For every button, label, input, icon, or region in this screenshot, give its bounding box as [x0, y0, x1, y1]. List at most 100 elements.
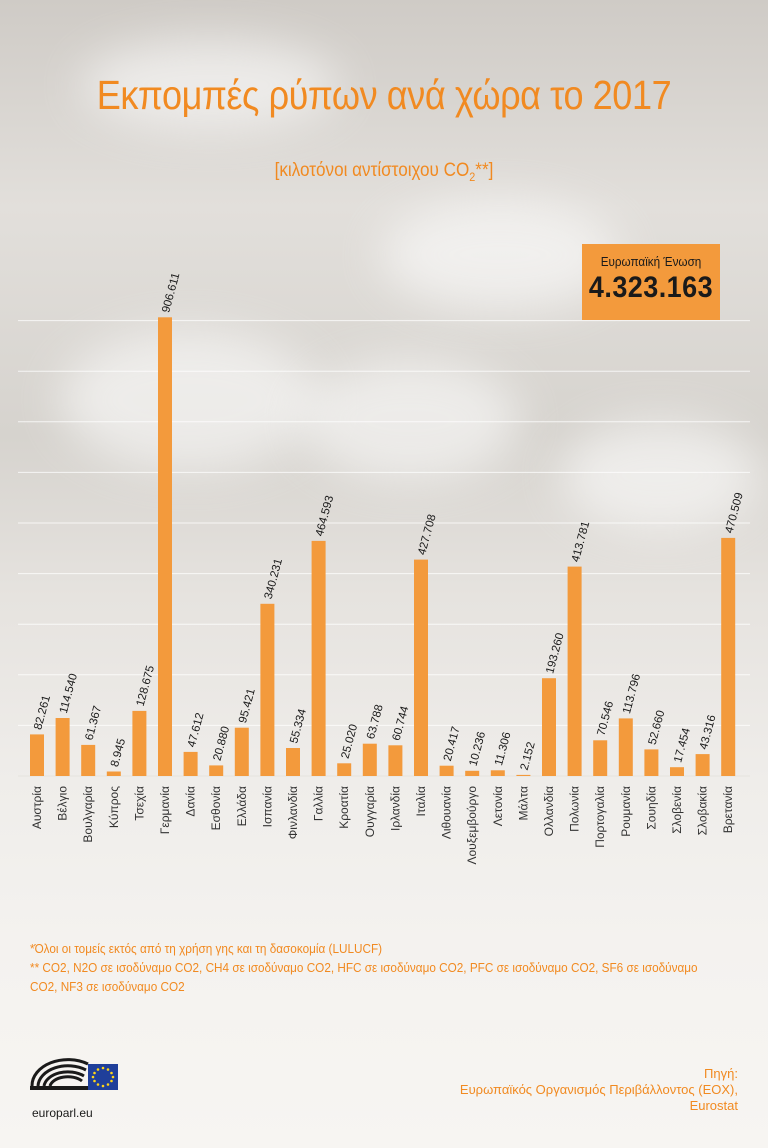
bar-13: [362, 743, 377, 776]
category-label-17: Λουξεμβούργο: [465, 786, 479, 865]
bar-7: [209, 765, 224, 776]
category-label-12: Κροατία: [337, 786, 351, 829]
category-label-9: Ισπανία: [260, 786, 274, 827]
value-label-10: 55.334: [288, 707, 309, 745]
bar-6: [183, 751, 198, 776]
cloud-decoration: [80, 40, 340, 130]
bar-8: [234, 727, 249, 776]
category-label-0: Αυστρία: [30, 786, 44, 829]
value-label-26: 43.316: [698, 714, 719, 751]
eu-total-label: Ευρωπαϊκή Ένωση: [600, 254, 702, 269]
bar-27: [721, 537, 736, 776]
value-label-20: 193.260: [544, 632, 566, 675]
value-label-3: 8.945: [109, 737, 128, 768]
value-label-9: 340.231: [263, 557, 285, 600]
bar-1: [55, 718, 70, 776]
value-label-16: 20.417: [442, 725, 463, 762]
subtitle-text: [κιλοτόνοι αντίστοιχου CO: [274, 160, 470, 181]
chart-bars: [30, 317, 736, 776]
category-label-18: Λετονία: [491, 786, 505, 826]
bar-16: [439, 765, 454, 776]
eu-total-value: 4.323.163: [588, 271, 714, 304]
bar-4: [132, 710, 147, 776]
source-credit: Πηγή: Ευρωπαϊκός Οργανισμός Περιβάλλοντο…: [460, 1066, 738, 1114]
source-name-2: Eurostat: [689, 1098, 738, 1113]
value-label-25: 17.454: [672, 726, 693, 764]
chart-value-labels: 82.261 114.54061.3678.945128.675906.61147…: [32, 272, 746, 772]
bar-11: [311, 540, 326, 776]
bar-19: [516, 774, 531, 776]
value-label-11: 464.593: [314, 494, 336, 537]
category-label-14: Ιρλανδία: [388, 786, 402, 831]
category-label-22: Πορτογαλία: [593, 786, 607, 848]
category-label-5: Γερμανία: [158, 786, 172, 834]
value-label-14: 60.744: [391, 704, 412, 742]
value-label-4: 128.675: [135, 664, 157, 707]
value-label-5: 906.611: [160, 272, 182, 314]
category-label-19: Μάλτα: [516, 786, 530, 821]
category-label-13: Ουγγαρία: [363, 786, 377, 837]
source-name: Ευρωπαϊκός Οργανισμός Περιβάλλοντος (ΕΟΧ…: [459, 1082, 738, 1097]
category-label-4: Τσεχία: [132, 786, 146, 821]
value-label-12: 25.020: [340, 723, 361, 760]
bar-25: [670, 767, 684, 776]
category-label-15: Ιταλία: [414, 786, 428, 817]
category-label-24: Σουηδία: [644, 786, 658, 830]
category-label-21: Πολωνία: [568, 786, 582, 832]
bar-9: [260, 603, 275, 776]
value-label-1: 114.540: [58, 672, 80, 714]
category-label-11: Γαλλία: [312, 786, 326, 821]
page-subtitle: [κιλοτόνοι αντίστοιχου CO2**]: [38, 160, 729, 184]
category-label-10: Φινλανδία: [286, 786, 300, 839]
bar-14: [388, 745, 403, 776]
value-label-18: 11.306: [493, 731, 513, 767]
cloud-decoration: [300, 360, 520, 480]
bar-24: [644, 749, 659, 776]
bar-15: [414, 559, 428, 776]
bar-5: [158, 317, 172, 776]
subtitle-end: **]: [475, 160, 494, 181]
bar-3: [106, 771, 121, 776]
value-label-23: 113.796: [621, 673, 643, 715]
footnote-2: ** CO2, N2O σε ισοδύναμο CO2, CH4 σε ισο…: [30, 961, 698, 994]
category-label-1: Βέλγιο: [56, 786, 70, 821]
bar-chart: 82.261 114.54061.3678.945128.675906.61147…: [18, 272, 750, 865]
bar-22: [593, 740, 608, 776]
category-label-6: Δανία: [184, 786, 198, 817]
bar-20: [542, 678, 556, 776]
value-label-13: 63.788: [365, 703, 386, 740]
category-label-20: Ολλανδία: [542, 786, 556, 836]
value-label-2: 61.367: [84, 705, 105, 742]
bar-23: [618, 718, 633, 776]
category-label-16: Λιθουανία: [440, 786, 454, 839]
subtitle-subscript: 2: [469, 169, 476, 184]
value-label-24: 52.660: [647, 709, 668, 746]
cloud-decoration: [380, 200, 620, 310]
bar-26: [695, 754, 710, 776]
value-label-27: 470.509: [724, 491, 746, 534]
value-label-22: 70.546: [596, 700, 617, 737]
european-parliament-logo-icon: [30, 1058, 118, 1090]
category-label-8: Ελλάδα: [235, 786, 249, 826]
category-label-23: Ρουμανία: [619, 786, 633, 837]
value-label-19: 2.152: [519, 741, 538, 772]
eu-total-box: Ευρωπαϊκή Ένωση 4.323.163: [582, 244, 720, 320]
bar-18: [490, 770, 505, 776]
logo-text: europarl.eu: [32, 1106, 93, 1120]
value-label-21: 413.781: [570, 520, 592, 563]
value-label-7: 20.880: [212, 725, 233, 762]
source-label: Πηγή:: [704, 1066, 738, 1081]
category-label-2: Βουλγαρία: [81, 786, 95, 843]
bar-0: [30, 734, 44, 776]
value-label-15: 427.708: [416, 513, 438, 556]
category-label-3: Κύπρος: [107, 786, 121, 828]
value-label-8: 95.421: [237, 687, 258, 724]
bar-21: [567, 566, 582, 776]
footnotes: *Όλοι οι τομείς εκτός από τη χρήση γης κ…: [30, 940, 716, 997]
cloud-decoration: [560, 420, 760, 530]
bar-10: [286, 748, 300, 776]
cloud-decoration: [60, 330, 320, 470]
category-label-7: Εσθονία: [209, 786, 223, 830]
category-label-25: Σλοβενία: [670, 786, 684, 834]
footnote-1: *Όλοι οι τομείς εκτός από τη χρήση γης κ…: [30, 942, 383, 956]
